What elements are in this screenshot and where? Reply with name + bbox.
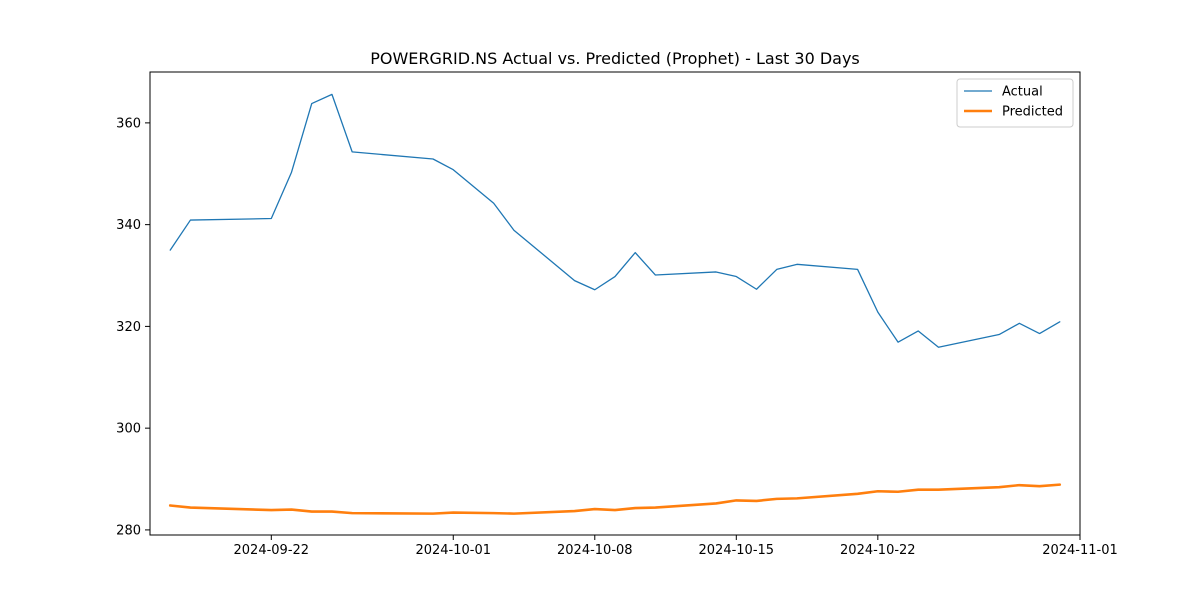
y-tick-label: 320 bbox=[116, 320, 141, 335]
x-tick-label: 2024-10-15 bbox=[699, 543, 775, 558]
y-tick-label: 280 bbox=[116, 523, 141, 538]
x-tick-label: 2024-10-08 bbox=[557, 543, 633, 558]
x-tick-label: 2024-09-22 bbox=[234, 543, 310, 558]
legend-label-actual: Actual bbox=[1002, 85, 1043, 100]
legend: Actual Predicted bbox=[956, 78, 1074, 128]
series-line-actual bbox=[169, 93, 1061, 348]
y-tick-label: 340 bbox=[116, 218, 141, 233]
series-layer bbox=[168, 93, 1062, 515]
axes-frame bbox=[149, 71, 1081, 536]
axes-layer: 2024-09-22 2024-10-01 2024-10-08 2024-10-15… bbox=[116, 71, 1118, 558]
series-line-predicted bbox=[168, 483, 1062, 515]
chart-title: POWERGRID.NS Actual vs. Predicted (Proph… bbox=[370, 49, 860, 68]
legend-label-predicted: Predicted bbox=[1002, 105, 1063, 120]
y-tick-label: 300 bbox=[116, 422, 141, 437]
x-tick-label: 2024-10-22 bbox=[840, 543, 916, 558]
x-tick-label: 2024-11-01 bbox=[1042, 543, 1118, 558]
x-tick-label: 2024-10-01 bbox=[415, 543, 491, 558]
y-tick-label: 360 bbox=[116, 116, 141, 131]
